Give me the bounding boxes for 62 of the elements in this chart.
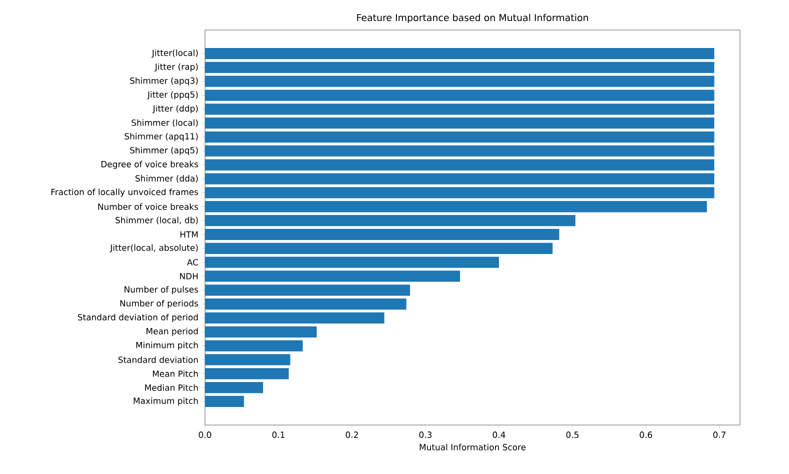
y-tick-label: Mean period — [146, 328, 198, 336]
bar — [205, 256, 499, 268]
y-tick-label: Jitter(local) — [152, 49, 198, 58]
x-tick-label: 0.7 — [713, 432, 726, 438]
x-tick-label: 0.5 — [566, 432, 578, 438]
x-tick-label: 0.6 — [640, 432, 652, 438]
bar — [205, 173, 714, 184]
y-tick-label: Jitter(local, absolute) — [110, 244, 198, 252]
y-tick-label: Shimmer (local, db) — [116, 216, 198, 224]
y-tick-label: Degree of voice breaks — [101, 160, 198, 169]
y-tick-label: HTM — [180, 231, 198, 238]
y-tick-label: Jitter (rap) — [154, 63, 198, 72]
y-tick-label: Jitter (ddp) — [152, 105, 198, 114]
bar — [205, 62, 714, 74]
bar — [205, 340, 303, 352]
bar — [205, 228, 560, 240]
bar — [205, 159, 714, 170]
y-tick-label: Shimmer (apq11) — [124, 132, 198, 142]
y-tick-label: Shimmer (local) — [132, 119, 198, 127]
bar — [205, 118, 714, 129]
y-tick-label: Standard deviation — [118, 356, 198, 364]
bar — [205, 312, 384, 324]
y-tick-label: Number of voice breaks — [98, 203, 198, 210]
y-tick-label: Jitter (ppq5) — [147, 91, 198, 100]
chart-title: Feature Importance based on Mutual Information — [357, 14, 588, 23]
y-tick-label: NDH — [180, 273, 198, 280]
y-tick-label: Shimmer (apq3) — [130, 77, 198, 86]
bar — [205, 187, 714, 198]
bar — [205, 76, 714, 87]
x-tick-label: 0.3 — [419, 432, 432, 438]
bar — [205, 382, 264, 394]
bar — [205, 131, 714, 143]
bar — [205, 90, 714, 101]
y-tick-label: Number of pulses — [124, 286, 198, 294]
bar — [205, 242, 553, 254]
bar — [205, 298, 406, 310]
bar — [205, 104, 714, 115]
y-tick-label: Fraction of locally unvoiced frames — [51, 188, 198, 197]
y-tick-label: Median Pitch — [145, 384, 198, 391]
bar — [205, 48, 714, 60]
y-tick-label: Shimmer (apq5) — [130, 146, 198, 156]
x-tick-label: 0.0 — [198, 432, 212, 438]
y-tick-label: Standard deviation of period — [78, 314, 198, 322]
bar — [205, 354, 290, 366]
y-tick-label: Maximum pitch — [134, 397, 198, 406]
y-tick-label: Minimum pitch — [136, 342, 198, 350]
x-tick-label: 0.4 — [492, 432, 506, 438]
y-tick-label: AC — [186, 259, 198, 266]
x-tick-label: 0.2 — [346, 432, 358, 438]
bar — [205, 326, 317, 338]
y-tick-label: Mean Pitch — [152, 370, 198, 377]
bar — [205, 201, 707, 212]
x-axis-title: Mutual Information Score — [420, 444, 526, 450]
bar — [205, 368, 289, 380]
bar — [205, 270, 460, 282]
bar — [205, 396, 244, 408]
bar — [205, 284, 410, 296]
x-tick-label: 0.1 — [272, 432, 284, 438]
bar — [205, 145, 714, 157]
y-tick-label: Number of periods — [120, 300, 198, 308]
bar — [205, 214, 576, 226]
y-tick-label: Shimmer (dda) — [136, 175, 198, 183]
